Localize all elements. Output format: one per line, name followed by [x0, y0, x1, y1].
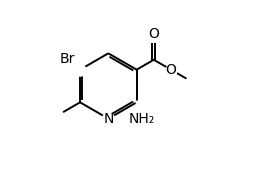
- Text: NH₂: NH₂: [129, 112, 155, 126]
- Text: O: O: [165, 63, 176, 77]
- Text: N: N: [103, 112, 114, 126]
- Text: O: O: [148, 27, 159, 41]
- Text: Br: Br: [60, 52, 75, 66]
